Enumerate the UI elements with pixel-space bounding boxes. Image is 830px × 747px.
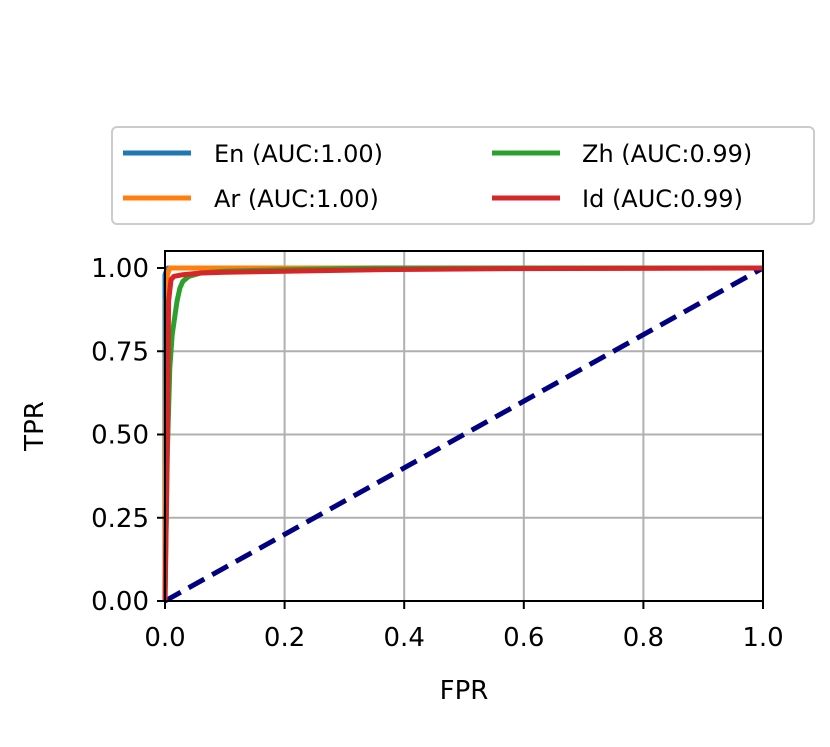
x-tick-label: 0.4 [384,623,425,653]
legend-box [111,126,815,225]
x-axis-label: FPR [440,676,489,706]
ticks: 0.0 0.2 0.4 0.6 0.8 1.0 0.00 0.25 0.50 0.75 1.00 [91,254,784,653]
series-line-id [162,265,764,602]
grid [164,251,764,602]
plot-frame [164,250,764,602]
y-tick-label: 0.25 [91,504,149,534]
legend-label-ar: Ar (AUC:1.00) [214,185,379,213]
x-tick-label: 0.8 [623,623,664,653]
y-axis-label: TPR [20,401,50,452]
reference-diagonal [163,265,765,604]
reference-line [163,265,765,604]
x-tick-label: 0.0 [144,623,185,653]
legend-label-zh: Zh (AUC:0.99) [582,140,752,168]
x-tick-label: 0.6 [503,623,544,653]
x-tick-label: 1.0 [742,623,783,653]
y-tick-label: 0.50 [91,421,149,451]
y-tick-label: 0.00 [91,587,149,617]
x-tick-label: 0.2 [264,623,305,653]
y-tick-label: 1.00 [91,254,149,284]
legend-label-en: En (AUC:1.00) [214,140,383,168]
y-tick-label: 0.75 [91,337,149,367]
legend: En (AUC:1.00) Ar (AUC:1.00) Zh (AUC:0.99… [111,126,815,225]
legend-label-id: Id (AUC:0.99) [582,185,743,213]
